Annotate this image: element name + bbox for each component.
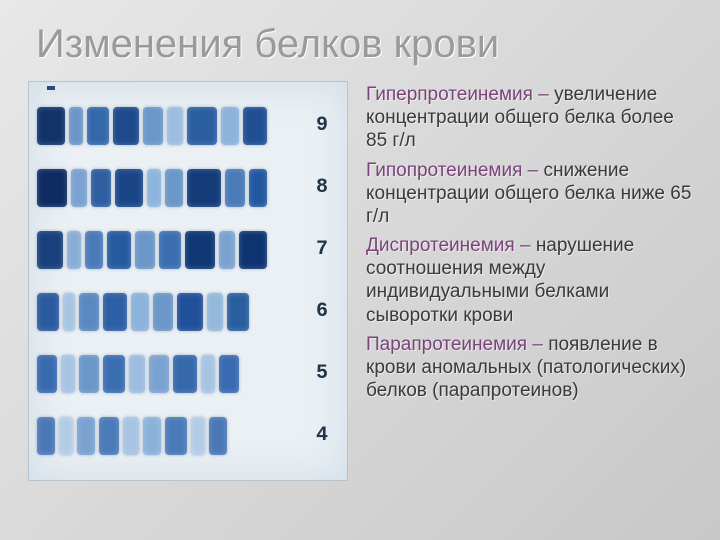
gel-band [99, 417, 119, 455]
definitions-list: Гиперпротеинемия – увеличение концентрац… [366, 81, 692, 520]
gel-band [79, 355, 99, 393]
gel-band [103, 293, 127, 331]
definition-term: Диспротеинемия – [366, 235, 536, 256]
gel-band [59, 417, 73, 455]
gel-band [115, 169, 143, 207]
gel-lane [37, 224, 299, 276]
gel-lane [37, 348, 299, 400]
gel-band [63, 293, 75, 331]
gel-band [91, 169, 111, 207]
gel-band [165, 417, 187, 455]
definition-item: Парапротеинемия – появление в крови аном… [366, 333, 692, 403]
gel-band [77, 417, 95, 455]
gel-band [187, 107, 217, 145]
content-row: 9 8 7 6 5 4 Гиперпротеинемия – увеличение кон… [28, 81, 692, 520]
gel-band [37, 355, 57, 393]
gel-band [219, 231, 235, 269]
definition-term: Парапротеинемия – [366, 334, 548, 355]
gel-band [85, 231, 103, 269]
gel-band [123, 417, 139, 455]
lane-number: 6 [311, 300, 333, 323]
definition-item: Гиперпротеинемия – увеличение концентрац… [366, 83, 692, 153]
gel-lane [37, 162, 299, 214]
gel-band [79, 293, 99, 331]
gel-band [61, 355, 75, 393]
gel-band [143, 417, 161, 455]
gel-lane [37, 410, 299, 462]
gel-band [201, 355, 215, 393]
gel-lane [37, 286, 299, 338]
gel-band [69, 107, 83, 145]
definition-item: Гипопротеинемия – снижение концентрации … [366, 159, 692, 229]
gel-band [37, 231, 63, 269]
gel-band [239, 231, 267, 269]
lane-number: 9 [311, 114, 333, 137]
gel-band [191, 417, 205, 455]
slide: Изменения белков крови 9 8 7 6 5 4 Гиперпроте… [0, 0, 720, 540]
lane-number: 7 [311, 238, 333, 261]
electrophoresis-gel: 9 8 7 6 5 4 [28, 81, 348, 481]
lane-number: 4 [311, 424, 333, 447]
gel-band [113, 107, 139, 145]
slide-title: Изменения белков крови [36, 22, 692, 67]
gel-band [147, 169, 161, 207]
gel-band [167, 107, 183, 145]
gel-band [131, 293, 149, 331]
gel-band [143, 107, 163, 145]
gel-band [37, 293, 59, 331]
gel-band [227, 293, 249, 331]
definition-item: Диспротеинемия – нарушение соотношения м… [366, 234, 692, 327]
gel-band [221, 107, 239, 145]
gel-band [129, 355, 145, 393]
gel-band [37, 169, 67, 207]
gel-band [107, 231, 131, 269]
gel-band [87, 107, 109, 145]
gel-band [37, 417, 55, 455]
gel-band [173, 355, 197, 393]
definition-term: Гиперпротеинемия – [366, 84, 554, 105]
origin-tick [47, 86, 55, 90]
gel-band [103, 355, 125, 393]
gel-band [207, 293, 223, 331]
gel-band [153, 293, 173, 331]
gel-band [249, 169, 267, 207]
gel-band [149, 355, 169, 393]
definition-term: Гипопротеинемия – [366, 160, 544, 181]
gel-band [165, 169, 183, 207]
gel-band [187, 169, 221, 207]
gel-band [37, 107, 65, 145]
gel-band [225, 169, 245, 207]
lane-number: 8 [311, 176, 333, 199]
gel-band [243, 107, 267, 145]
gel-band [159, 231, 181, 269]
lane-number: 5 [311, 362, 333, 385]
gel-band [209, 417, 227, 455]
gel-band [185, 231, 215, 269]
gel-band [219, 355, 239, 393]
gel-band [67, 231, 81, 269]
gel-band [135, 231, 155, 269]
gel-band [71, 169, 87, 207]
gel-lane [37, 100, 299, 152]
gel-band [177, 293, 203, 331]
